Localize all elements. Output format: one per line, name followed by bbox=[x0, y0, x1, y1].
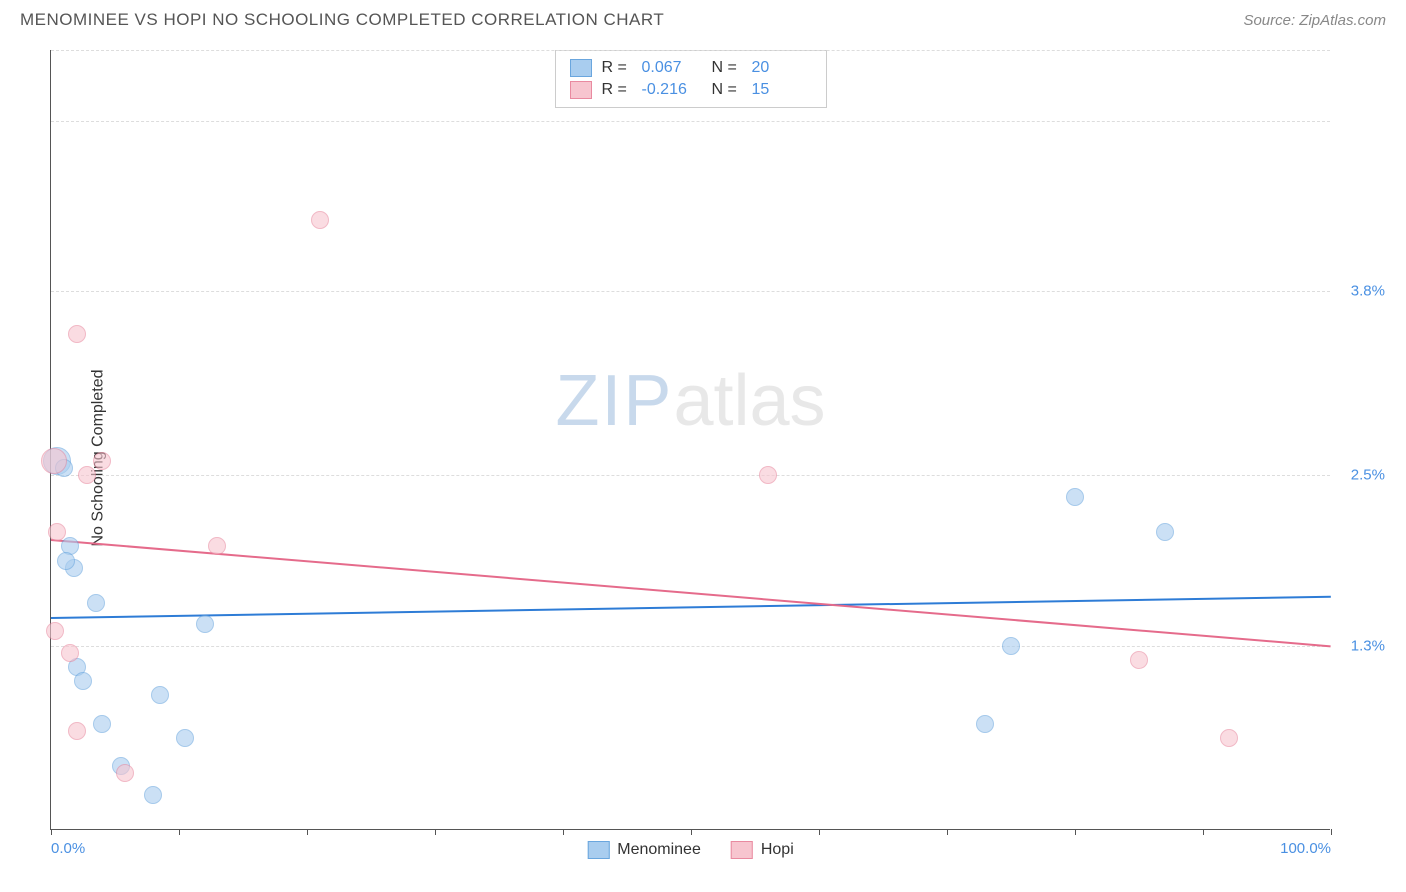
gridline bbox=[51, 50, 1330, 51]
data-point-hopi bbox=[759, 466, 777, 484]
x-tick bbox=[307, 829, 308, 835]
plot-area: ZIPatlas R =0.067N =20R =-0.216N =15 Men… bbox=[50, 50, 1330, 830]
data-point-hopi bbox=[41, 448, 67, 474]
gridline bbox=[51, 646, 1330, 647]
stat-r-label: R = bbox=[602, 81, 632, 99]
x-tick bbox=[1075, 829, 1076, 835]
x-tick bbox=[179, 829, 180, 835]
stat-r-value: 0.067 bbox=[642, 59, 702, 77]
watermark: ZIPatlas bbox=[555, 360, 825, 442]
x-tick bbox=[1331, 829, 1332, 835]
y-tick-label: 3.8% bbox=[1351, 283, 1385, 300]
data-point-menominee bbox=[144, 786, 162, 804]
chart-source: Source: ZipAtlas.com bbox=[1243, 12, 1386, 29]
watermark-zip: ZIP bbox=[555, 361, 673, 441]
x-tick bbox=[563, 829, 564, 835]
stat-n-value: 20 bbox=[752, 59, 812, 77]
data-point-menominee bbox=[87, 594, 105, 612]
data-point-hopi bbox=[1130, 651, 1148, 669]
trend-line-menominee bbox=[51, 596, 1331, 619]
legend-item: Menominee bbox=[587, 841, 701, 859]
chart-header: MENOMINEE VS HOPI NO SCHOOLING COMPLETED… bbox=[0, 0, 1406, 38]
data-point-hopi bbox=[48, 523, 66, 541]
data-point-hopi bbox=[208, 537, 226, 555]
data-point-menominee bbox=[196, 615, 214, 633]
x-tick bbox=[819, 829, 820, 835]
legend: Menominee Hopi bbox=[587, 841, 794, 859]
data-point-menominee bbox=[74, 672, 92, 690]
legend-label: Menominee bbox=[617, 841, 701, 859]
data-point-hopi bbox=[311, 211, 329, 229]
stat-r-value: -0.216 bbox=[642, 81, 702, 99]
stat-n-label: N = bbox=[712, 81, 742, 99]
gridline bbox=[51, 121, 1330, 122]
data-point-menominee bbox=[1066, 488, 1084, 506]
y-tick-label: 1.3% bbox=[1351, 637, 1385, 654]
data-point-hopi bbox=[1220, 729, 1238, 747]
stat-box: R = 0.067 N = 20 R = -0.216 N = 15 bbox=[555, 50, 827, 108]
data-point-menominee bbox=[57, 552, 75, 570]
legend-item: Hopi bbox=[731, 841, 794, 859]
stat-swatch bbox=[570, 59, 592, 77]
stat-r-label: R = bbox=[602, 59, 632, 77]
chart-container: No Schooling Completed ZIPatlas R =0.067… bbox=[0, 38, 1406, 878]
chart-title: MENOMINEE VS HOPI NO SCHOOLING COMPLETED… bbox=[20, 10, 664, 30]
stat-n-value: 15 bbox=[752, 81, 812, 99]
data-point-hopi bbox=[68, 325, 86, 343]
stat-row: R = 0.067 N = 20 bbox=[570, 57, 812, 79]
x-tick bbox=[691, 829, 692, 835]
data-point-hopi bbox=[93, 452, 111, 470]
data-point-hopi bbox=[78, 466, 96, 484]
trend-line-hopi bbox=[51, 539, 1331, 647]
x-tick bbox=[435, 829, 436, 835]
stat-swatch bbox=[570, 81, 592, 99]
x-tick-label: 0.0% bbox=[51, 840, 85, 857]
data-point-menominee bbox=[1156, 523, 1174, 541]
data-point-menominee bbox=[151, 686, 169, 704]
data-point-menominee bbox=[176, 729, 194, 747]
x-tick bbox=[947, 829, 948, 835]
y-tick-label: 2.5% bbox=[1351, 467, 1385, 484]
x-tick bbox=[1203, 829, 1204, 835]
data-point-hopi bbox=[61, 644, 79, 662]
data-point-menominee bbox=[1002, 637, 1020, 655]
x-tick bbox=[51, 829, 52, 835]
stat-n-label: N = bbox=[712, 59, 742, 77]
data-point-menominee bbox=[93, 715, 111, 733]
legend-swatch bbox=[731, 841, 753, 859]
data-point-hopi bbox=[68, 722, 86, 740]
x-tick-label: 100.0% bbox=[1280, 840, 1331, 857]
watermark-atlas: atlas bbox=[673, 361, 825, 441]
gridline bbox=[51, 291, 1330, 292]
legend-swatch bbox=[587, 841, 609, 859]
gridline bbox=[51, 475, 1330, 476]
data-point-menominee bbox=[976, 715, 994, 733]
data-point-hopi bbox=[46, 622, 64, 640]
stat-row: R = -0.216 N = 15 bbox=[570, 79, 812, 101]
data-point-hopi bbox=[116, 764, 134, 782]
legend-label: Hopi bbox=[761, 841, 794, 859]
